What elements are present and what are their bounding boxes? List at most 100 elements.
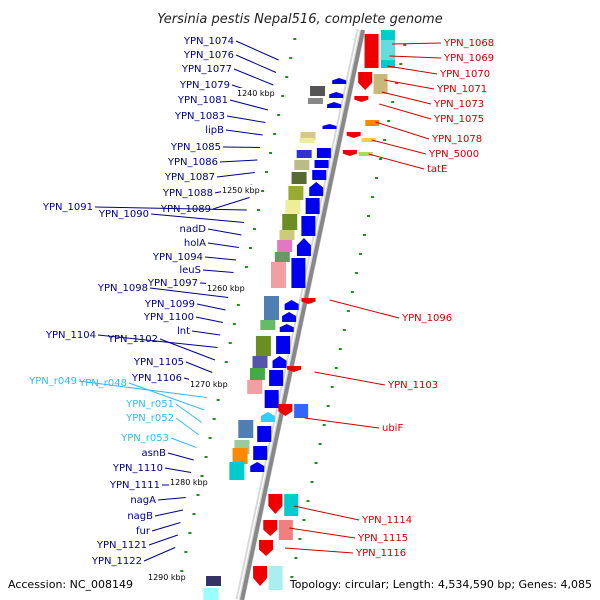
plus-strand-gene[interactable]: [253, 446, 268, 460]
plus-strand-gene[interactable]: [327, 102, 342, 108]
inner-gene-block[interactable]: [296, 150, 312, 158]
gene-label-ypn_1075[interactable]: YPN_1075: [433, 114, 484, 125]
gene-label-ypn_1098[interactable]: YPN_1098: [97, 283, 148, 294]
outer-gene-block[interactable]: [365, 120, 380, 126]
gene-label-ypn_1074[interactable]: YPN_1074: [183, 36, 234, 47]
minus-strand-gene[interactable]: [278, 404, 293, 416]
gene-label-ypn_1103[interactable]: YPN_1103: [387, 380, 438, 391]
gene-label-ypn_1121[interactable]: YPN_1121: [96, 540, 147, 551]
inner-gene-block[interactable]: [282, 214, 298, 230]
plus-strand-gene[interactable]: [322, 124, 337, 129]
gene-label-lnt[interactable]: lnt: [177, 326, 190, 337]
gene-label-ypn_1122[interactable]: YPN_1122: [91, 556, 142, 567]
gene-label-ypn_1081[interactable]: YPN_1081: [177, 95, 228, 106]
plus-strand-gene[interactable]: [269, 370, 284, 386]
gene-label-ypn_5000[interactable]: YPN_5000: [428, 149, 479, 160]
plus-strand-gene[interactable]: [284, 300, 299, 310]
plus-strand-gene[interactable]: [312, 170, 327, 180]
minus-strand-gene[interactable]: [346, 132, 361, 138]
inner-gene-block[interactable]: [252, 356, 268, 368]
minus-strand-gene[interactable]: [259, 540, 274, 556]
gene-label-fur[interactable]: fur: [136, 526, 151, 537]
plus-strand-gene[interactable]: [291, 258, 306, 288]
gene-label-ypn_1097[interactable]: YPN_1097: [147, 278, 198, 289]
gene-label-ypn_r053[interactable]: YPN_r053: [120, 433, 169, 444]
inner-gene-block[interactable]: [270, 262, 286, 288]
gene-label-ypn_1115[interactable]: YPN_1115: [357, 533, 408, 544]
plus-strand-gene[interactable]: [301, 216, 316, 236]
plus-strand-gene[interactable]: [296, 238, 311, 256]
gene-label-ypn_1111[interactable]: YPN_1111: [109, 480, 160, 491]
gene-label-ypn_1104[interactable]: YPN_1104: [45, 330, 96, 341]
inner-gene-block[interactable]: [294, 160, 310, 170]
gene-label-ypn_1100[interactable]: YPN_1100: [143, 312, 194, 323]
plus-strand-gene[interactable]: [282, 312, 297, 322]
inner-gene-block[interactable]: [249, 368, 265, 380]
inner-gene-block[interactable]: [206, 576, 222, 586]
gene-label-ypn_1096[interactable]: YPN_1096: [401, 313, 452, 324]
inner-gene-block[interactable]: [263, 296, 279, 320]
gene-label-ypn_1116[interactable]: YPN_1116: [355, 548, 406, 559]
gene-label-ypn_1091[interactable]: YPN_1091: [42, 202, 93, 213]
gene-label-ubif[interactable]: ubiF: [382, 423, 403, 434]
gene-label-ypn_1087[interactable]: YPN_1087: [164, 172, 215, 183]
gene-label-ypn_1068[interactable]: YPN_1068: [443, 38, 494, 49]
gene-label-ypn_r049[interactable]: YPN_r049: [28, 376, 77, 387]
outer-gene-block[interactable]: [268, 566, 283, 590]
minus-strand-gene[interactable]: [342, 150, 357, 156]
minus-strand-gene[interactable]: [358, 72, 373, 90]
plus-strand-gene[interactable]: [316, 148, 331, 158]
plus-strand-gene[interactable]: [272, 356, 287, 368]
plus-strand-gene[interactable]: [276, 336, 291, 354]
plus-strand-gene[interactable]: [260, 412, 275, 422]
outer-gene-block[interactable]: [373, 74, 388, 94]
gene-label-nadd[interactable]: nadD: [179, 224, 206, 235]
gene-label-asnb[interactable]: asnB: [141, 448, 166, 459]
minus-strand-gene[interactable]: [287, 366, 302, 372]
plus-strand-gene[interactable]: [257, 426, 272, 442]
outer-gene-block[interactable]: [358, 152, 373, 156]
gene-label-ypn_1069[interactable]: YPN_1069: [443, 53, 494, 64]
plus-strand-gene[interactable]: [329, 92, 344, 98]
minus-strand-gene[interactable]: [364, 34, 379, 68]
gene-label-leus[interactable]: leuS: [179, 265, 201, 276]
gene-label-ypn_1071[interactable]: YPN_1071: [436, 84, 487, 95]
plus-strand-gene[interactable]: [305, 198, 320, 214]
plus-strand-gene[interactable]: [332, 78, 347, 84]
outer-gene-block[interactable]: [294, 404, 309, 418]
gene-label-ypn_r052[interactable]: YPN_r052: [125, 413, 174, 424]
gene-label-tate[interactable]: tatE: [427, 164, 447, 175]
inner-gene-block[interactable]: [255, 336, 271, 356]
gene-label-hola[interactable]: holA: [184, 238, 206, 249]
gene-label-ypn_1079[interactable]: YPN_1079: [179, 80, 230, 91]
gene-label-ypn_1105[interactable]: YPN_1105: [133, 357, 184, 368]
gene-label-ypn_1090[interactable]: YPN_1090: [98, 209, 149, 220]
gene-label-ypn_1114[interactable]: YPN_1114: [361, 515, 412, 526]
gene-label-ypn_1110[interactable]: YPN_1110: [112, 463, 163, 474]
inner-gene-block[interactable]: [310, 86, 326, 96]
plus-strand-gene[interactable]: [250, 462, 265, 472]
gene-label-ypn_r048[interactable]: YPN_r048: [78, 378, 127, 389]
gene-label-ypn_1085[interactable]: YPN_1085: [170, 142, 221, 153]
gene-label-ypn_1088[interactable]: YPN_1088: [162, 188, 213, 199]
outer-gene-block[interactable]: [361, 138, 376, 142]
gene-label-ypn_1073[interactable]: YPN_1073: [433, 99, 484, 110]
plus-strand-gene[interactable]: [279, 324, 294, 332]
plus-strand-gene[interactable]: [264, 390, 279, 408]
inner-gene-block[interactable]: [288, 186, 304, 200]
gene-label-ypn_r051[interactable]: YPN_r051: [125, 399, 174, 410]
inner-gene-block[interactable]: [299, 138, 315, 143]
minus-strand-gene[interactable]: [253, 566, 268, 586]
inner-gene-block[interactable]: [285, 200, 301, 214]
inner-gene-block[interactable]: [279, 230, 295, 240]
gene-label-ypn_1077[interactable]: YPN_1077: [181, 64, 232, 75]
inner-gene-block[interactable]: [307, 98, 323, 104]
outer-gene-block[interactable]: [284, 494, 299, 516]
gene-label-ypn_1086[interactable]: YPN_1086: [167, 157, 218, 168]
gene-label-nagb[interactable]: nagB: [127, 511, 153, 522]
inner-gene-block[interactable]: [247, 380, 263, 394]
inner-gene-block[interactable]: [232, 448, 248, 464]
minus-strand-gene[interactable]: [263, 520, 278, 536]
gene-label-naga[interactable]: nagA: [130, 495, 156, 506]
inner-gene-block[interactable]: [238, 420, 254, 438]
